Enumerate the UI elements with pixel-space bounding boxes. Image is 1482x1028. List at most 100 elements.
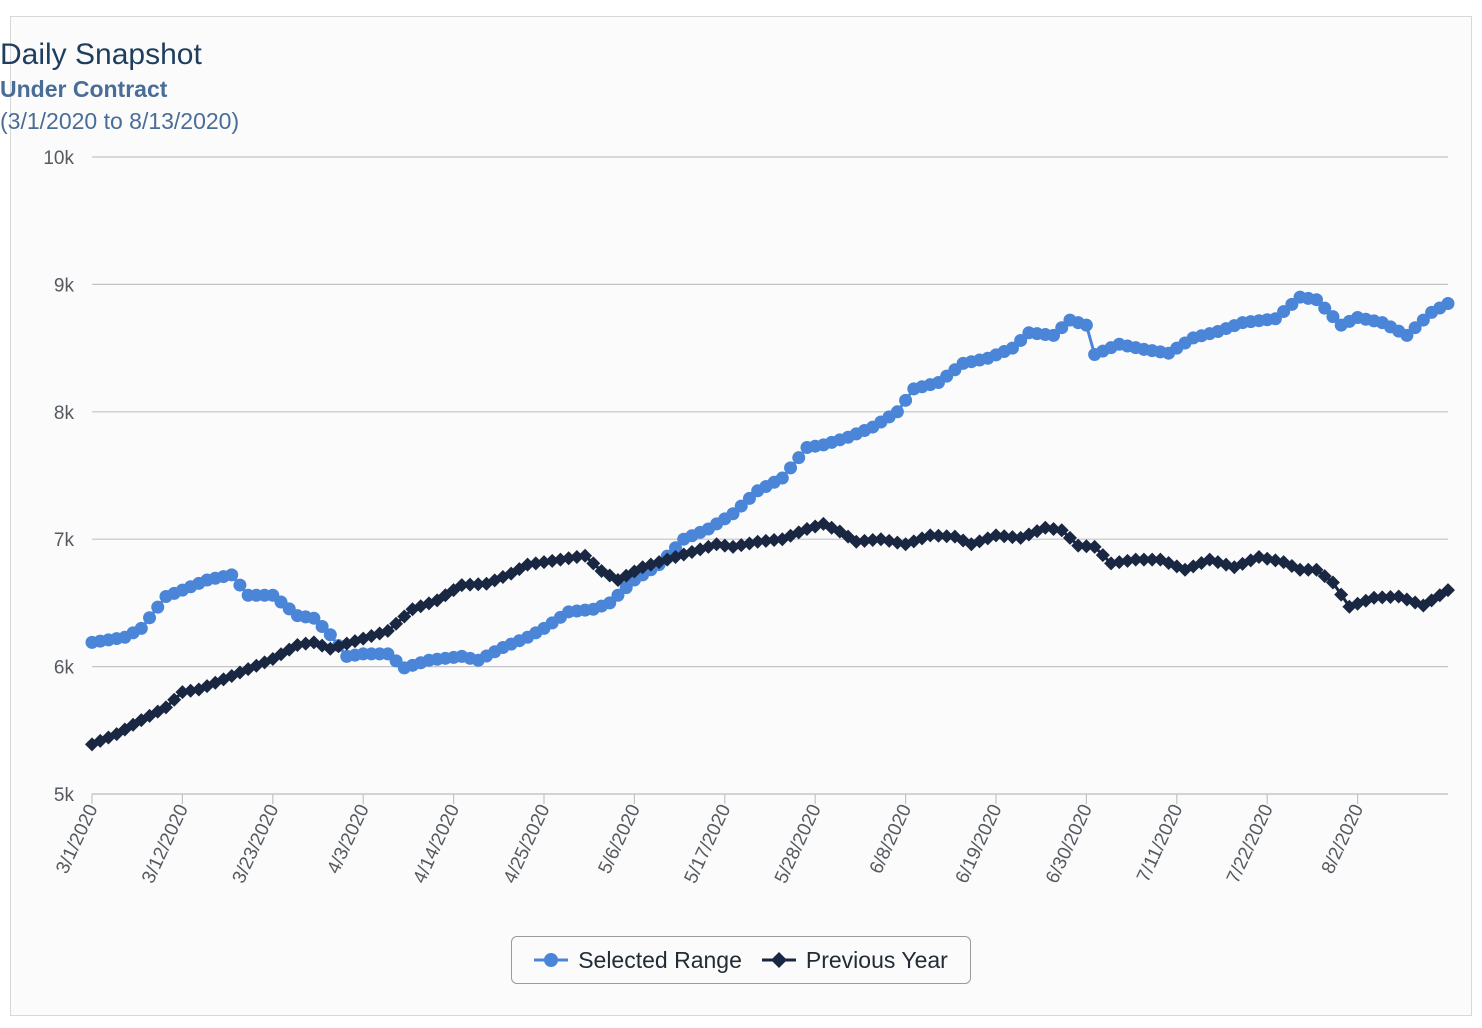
x-tick-label: 5/6/2020 [595, 801, 645, 877]
data-point-previous-year [463, 577, 478, 592]
data-point-previous-year [1087, 539, 1102, 554]
x-tick-label: 6/30/2020 [1042, 801, 1097, 886]
data-point-previous-year [750, 534, 765, 549]
data-point-previous-year [167, 692, 182, 707]
data-point-previous-year [989, 528, 1003, 543]
x-tick-label: 3/1/2020 [52, 801, 102, 877]
data-point-previous-year [1054, 523, 1069, 538]
data-point-selected-range [1079, 318, 1093, 332]
data-point-previous-year [1441, 583, 1455, 598]
chart-subtitle: Under Contract [0, 76, 168, 102]
x-tick-label: 5/17/2020 [681, 801, 736, 886]
data-point-previous-year [389, 616, 404, 631]
data-point-previous-year [849, 534, 864, 549]
series-line-previous-year [91, 522, 1449, 746]
legend-item-previous-year[interactable]: Previous Year [761, 946, 948, 974]
data-point-selected-range [1310, 293, 1324, 307]
data-point-previous-year [758, 533, 773, 548]
y-tick-label: 6k [54, 658, 75, 679]
data-point-previous-year [380, 623, 395, 638]
data-point-selected-range [307, 611, 321, 625]
data-point-selected-range [890, 405, 904, 419]
data-point-previous-year [1005, 530, 1020, 545]
data-point-previous-year [923, 528, 938, 543]
data-point-previous-year [767, 533, 782, 548]
data-point-selected-range [792, 451, 806, 465]
data-point-selected-range [611, 588, 625, 602]
x-tick-label: 4/14/2020 [409, 801, 464, 886]
data-point-selected-range [775, 471, 789, 485]
data-point-selected-range [1441, 297, 1455, 311]
data-point-selected-range [1318, 301, 1332, 315]
data-point-previous-year [1145, 552, 1160, 567]
data-point-previous-year [865, 533, 880, 548]
data-point-selected-range [1400, 328, 1414, 342]
chart-date-range: (3/1/2020 to 8/13/2020) [0, 108, 240, 134]
chart-frame [10, 16, 1472, 1016]
legend-circle-marker-icon [534, 953, 569, 967]
legend-item-selected-range[interactable]: Selected Range [534, 947, 742, 974]
y-tick-label: 7k [54, 530, 75, 551]
data-point-selected-range [134, 621, 148, 635]
x-tick-label: 3/23/2020 [229, 801, 284, 886]
data-point-selected-range [668, 541, 682, 555]
data-point-previous-year [1062, 530, 1077, 545]
data-point-previous-year [997, 529, 1012, 544]
x-tick-label: 5/28/2020 [771, 801, 826, 886]
data-point-selected-range [734, 499, 748, 513]
y-tick-label: 10k [43, 148, 74, 169]
chart-title: Daily Snapshot [0, 38, 202, 71]
data-point-selected-range [726, 507, 740, 521]
data-point-previous-year [1383, 589, 1398, 604]
data-point-previous-year [1317, 569, 1332, 584]
data-point-selected-range [143, 611, 157, 625]
data-point-selected-range [742, 491, 756, 505]
data-point-previous-year [857, 533, 872, 548]
x-tick-label: 7/22/2020 [1223, 801, 1278, 886]
data-point-previous-year [1293, 562, 1308, 577]
data-point-previous-year [1325, 575, 1340, 590]
chart-legend: Selected Range Previous Year [511, 936, 971, 984]
x-tick-label: 8/2/2020 [1318, 801, 1368, 877]
y-tick-label: 5k [54, 785, 75, 806]
x-tick-label: 4/25/2020 [500, 801, 555, 886]
y-tick-label: 9k [54, 275, 75, 296]
data-point-selected-range [233, 578, 247, 592]
legend-diamond-marker-icon [761, 952, 796, 968]
data-point-selected-range [784, 461, 798, 475]
data-point-previous-year [1128, 552, 1143, 567]
legend-label-previous-year: Previous Year [805, 946, 948, 973]
data-point-previous-year [1334, 587, 1349, 602]
data-point-selected-range [1416, 313, 1430, 327]
data-point-previous-year [1071, 538, 1086, 553]
x-tick-label: 6/8/2020 [866, 801, 916, 877]
data-point-selected-range [1326, 310, 1340, 324]
data-point-previous-year [1301, 562, 1316, 577]
y-tick-label: 8k [54, 403, 75, 424]
legend-label-selected-range: Selected Range [578, 946, 742, 973]
data-point-previous-year [1079, 539, 1094, 554]
data-point-previous-year [1136, 552, 1151, 567]
data-point-previous-year [471, 577, 486, 592]
data-point-selected-range [1014, 333, 1028, 347]
data-point-selected-range [323, 628, 337, 642]
data-point-selected-range [315, 619, 329, 633]
x-tick-label: 6/19/2020 [952, 801, 1007, 886]
data-point-previous-year [586, 556, 601, 571]
x-tick-label: 7/11/2020 [1133, 801, 1187, 885]
data-point-previous-year [1095, 548, 1110, 563]
data-point-selected-range [603, 596, 617, 610]
x-tick-label: 3/12/2020 [138, 801, 193, 886]
data-point-selected-range [899, 393, 913, 407]
data-point-previous-year [931, 528, 946, 543]
data-point-selected-range [1408, 321, 1422, 335]
data-point-previous-year [578, 548, 593, 563]
data-point-previous-year [1367, 590, 1382, 605]
data-point-previous-year [454, 578, 469, 593]
data-point-previous-year [1375, 590, 1390, 605]
data-point-selected-range [1005, 341, 1019, 355]
data-point-selected-range [225, 568, 239, 582]
data-point-selected-range [619, 581, 633, 595]
data-point-previous-year [397, 609, 412, 624]
